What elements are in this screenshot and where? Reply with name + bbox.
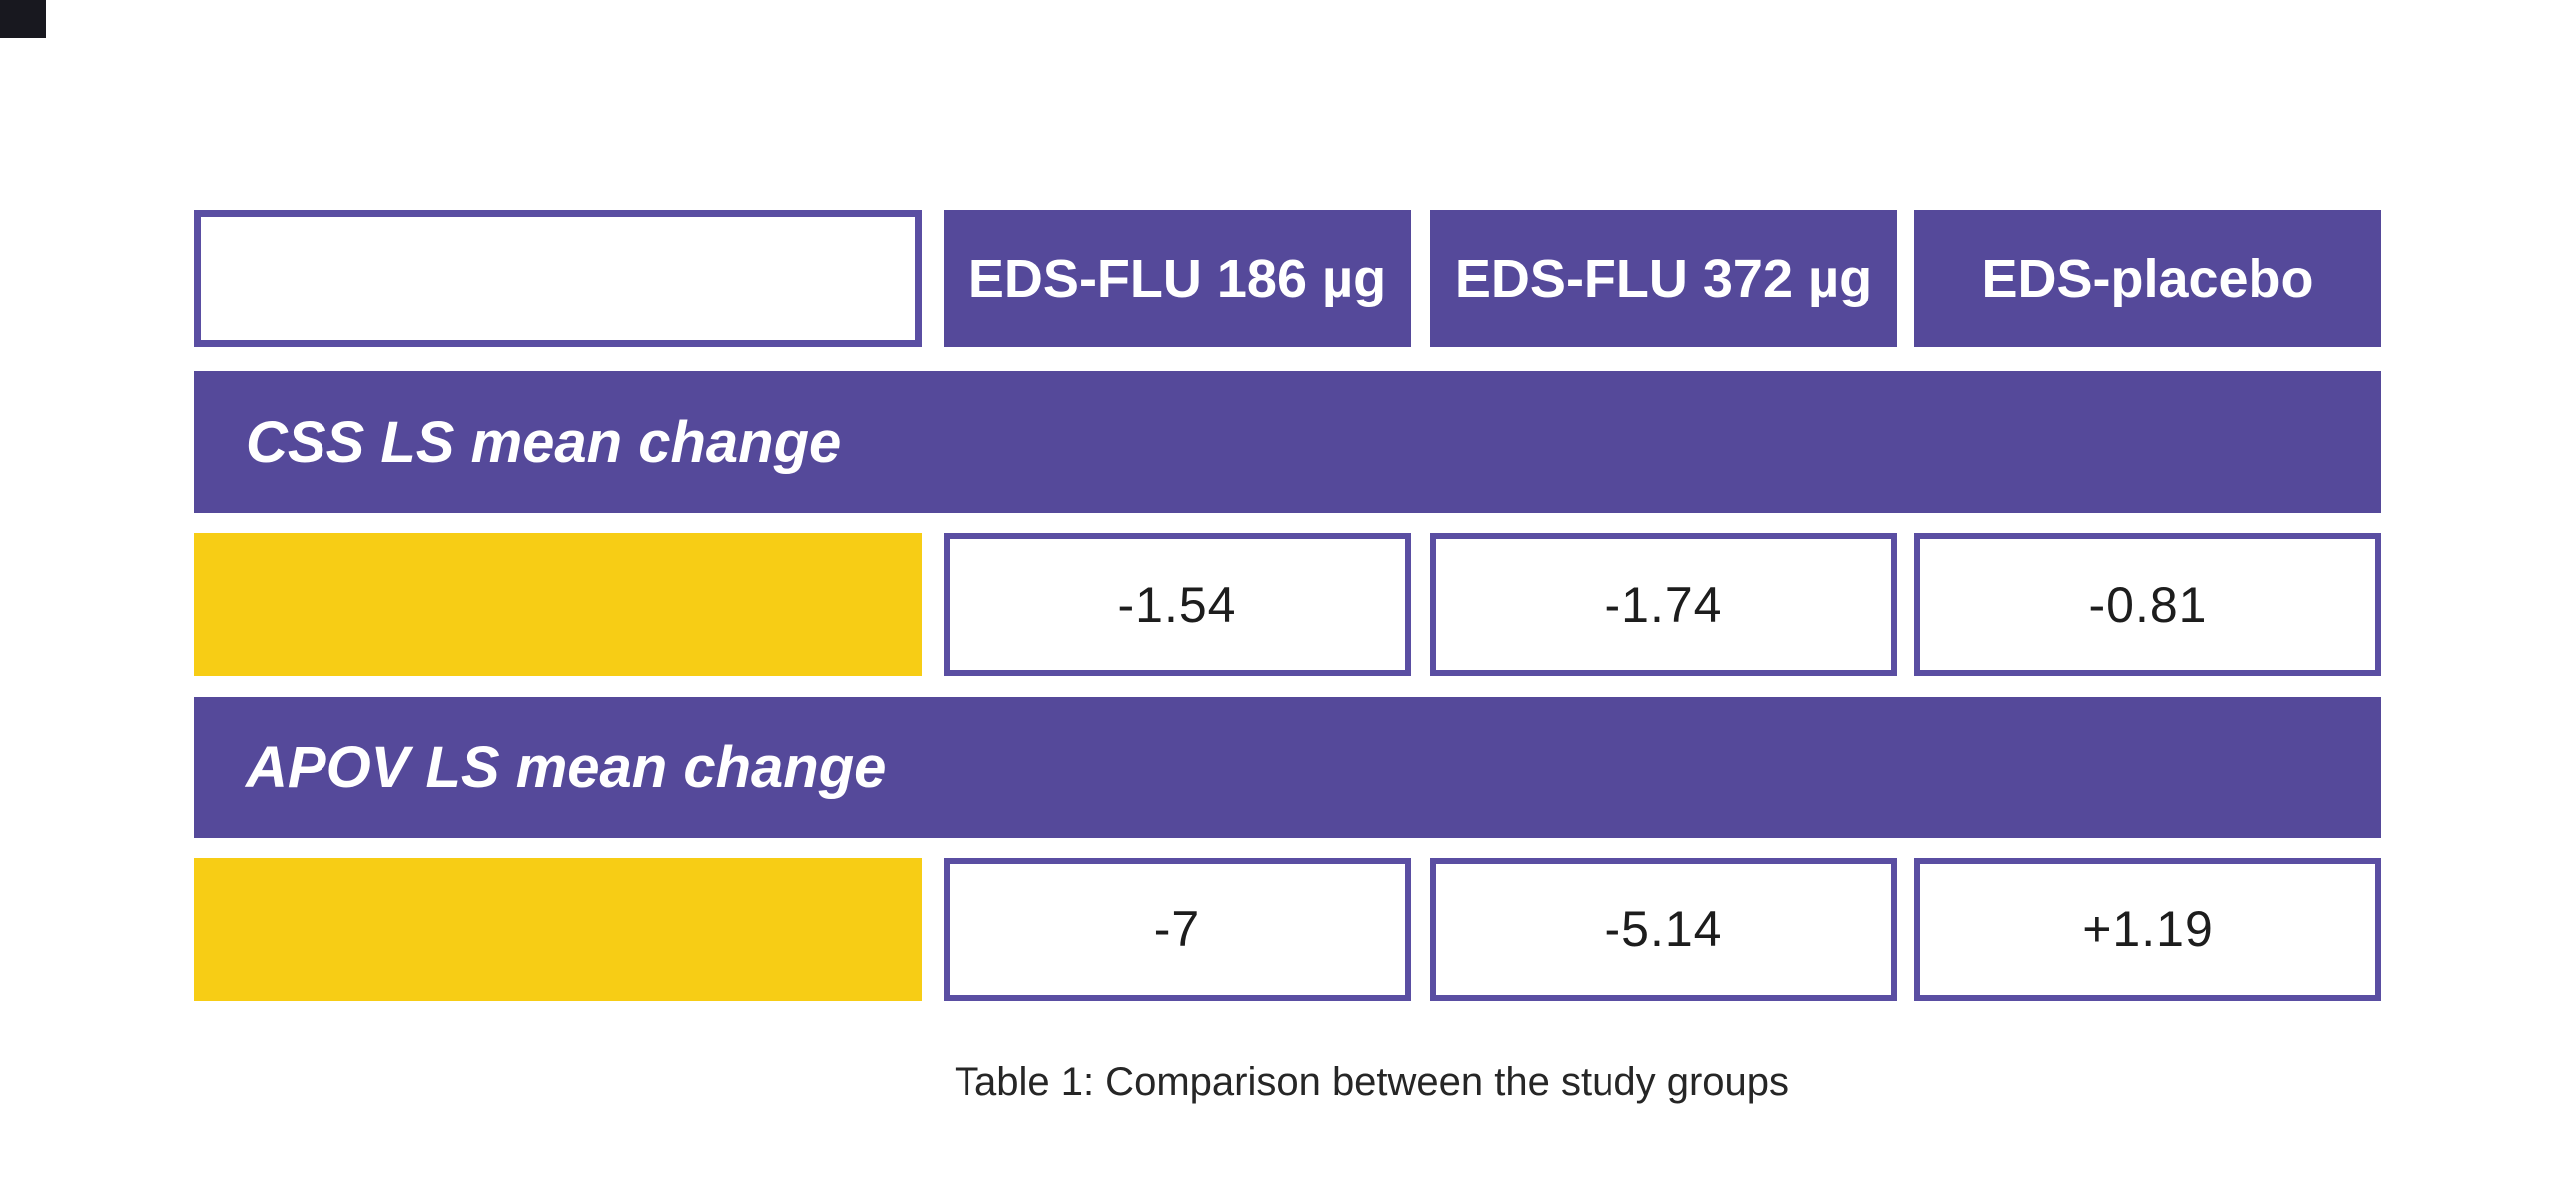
section-band-label: APOV LS mean change [246,735,887,800]
section-band-css: CSS LS mean change [194,371,2381,513]
value-text: -7 [1153,902,1201,957]
column-header-eds-flu-372: EDS-FLU 372 µg [1430,210,1897,347]
column-header-eds-flu-186: EDS-FLU 186 µg [944,210,1411,347]
column-header-label: EDS-FLU 372 µg [1454,249,1873,308]
value-text: -5.14 [1604,902,1723,957]
row-label-cell-yellow [194,533,922,676]
value-cell-css-placebo: -0.81 [1914,533,2381,676]
column-header-label: EDS-placebo [1981,249,2314,308]
value-text: -1.74 [1604,576,1723,633]
value-text: -0.81 [2088,576,2208,633]
row-label-cell-yellow [194,858,922,1001]
column-header-eds-placebo: EDS-placebo [1914,210,2381,347]
value-cell-apov-186: -7 [944,858,1411,1001]
value-text: +1.19 [2082,902,2214,957]
value-cell-css-372: -1.74 [1430,533,1897,676]
value-cell-css-186: -1.54 [944,533,1411,676]
header-empty-cell [194,210,922,347]
table-caption: Table 1: Comparison between the study gr… [954,1060,1790,1104]
section-band-label: CSS LS mean change [246,409,842,475]
section-band-apov: APOV LS mean change [194,697,2381,838]
value-cell-apov-placebo: +1.19 [1914,858,2381,1001]
value-cell-apov-372: -5.14 [1430,858,1897,1001]
column-header-label: EDS-FLU 186 µg [967,249,1387,308]
value-text: -1.54 [1117,576,1237,633]
corner-artifact [0,0,46,38]
